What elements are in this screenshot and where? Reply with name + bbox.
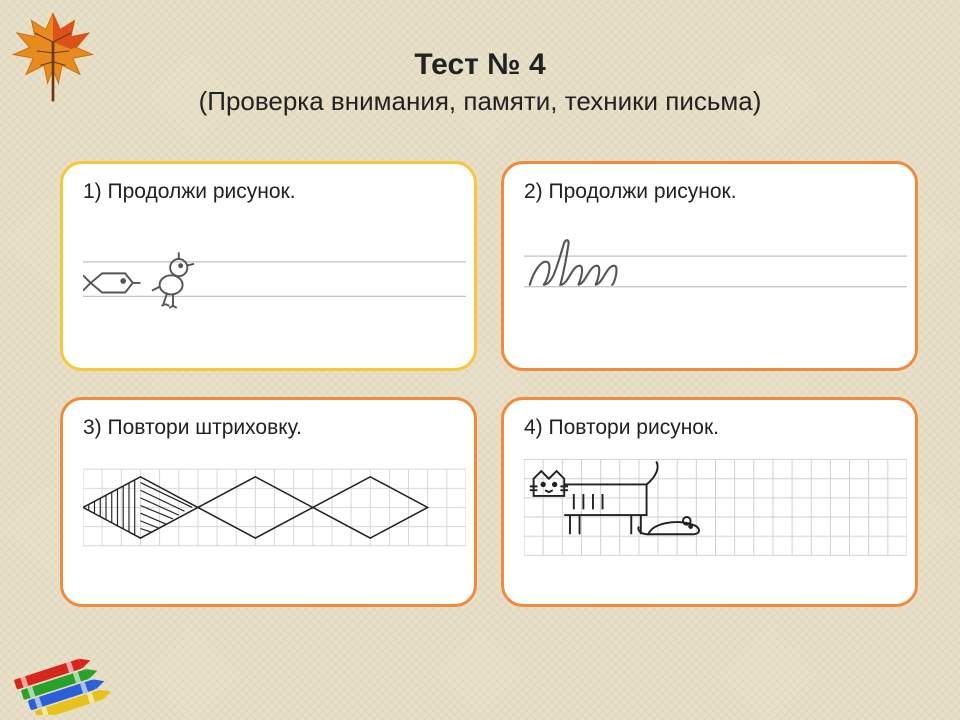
card-4-label: 4) Повтори рисунок.: [524, 416, 907, 440]
page-title: Тест № 4: [0, 48, 960, 82]
card-3: 3) Повтори штриховку.: [60, 397, 477, 607]
page-subtitle: (Проверка внимания, памяти, техники пись…: [0, 86, 960, 117]
card-3-label: 3) Повтори штриховку.: [83, 416, 466, 440]
card-2-drawing: [524, 214, 907, 329]
crayons-icon: [8, 646, 128, 716]
maple-leaf-icon: [8, 6, 98, 106]
card-4-drawing: [524, 450, 907, 565]
cards-grid: 1) Продолжи рисунок.: [0, 141, 960, 607]
card-2-label: 2) Продолжи рисунок.: [524, 180, 907, 204]
card-2: 2) Продолжи рисунок.: [501, 161, 918, 371]
card-4: 4) Повтори рисунок.: [501, 397, 918, 607]
card-1: 1) Продолжи рисунок.: [60, 161, 477, 371]
card-3-drawing: [83, 450, 466, 565]
header: Тест № 4 (Проверка внимания, памяти, тех…: [0, 0, 960, 141]
card-1-label: 1) Продолжи рисунок.: [83, 180, 466, 204]
card-1-drawing: [83, 214, 466, 338]
